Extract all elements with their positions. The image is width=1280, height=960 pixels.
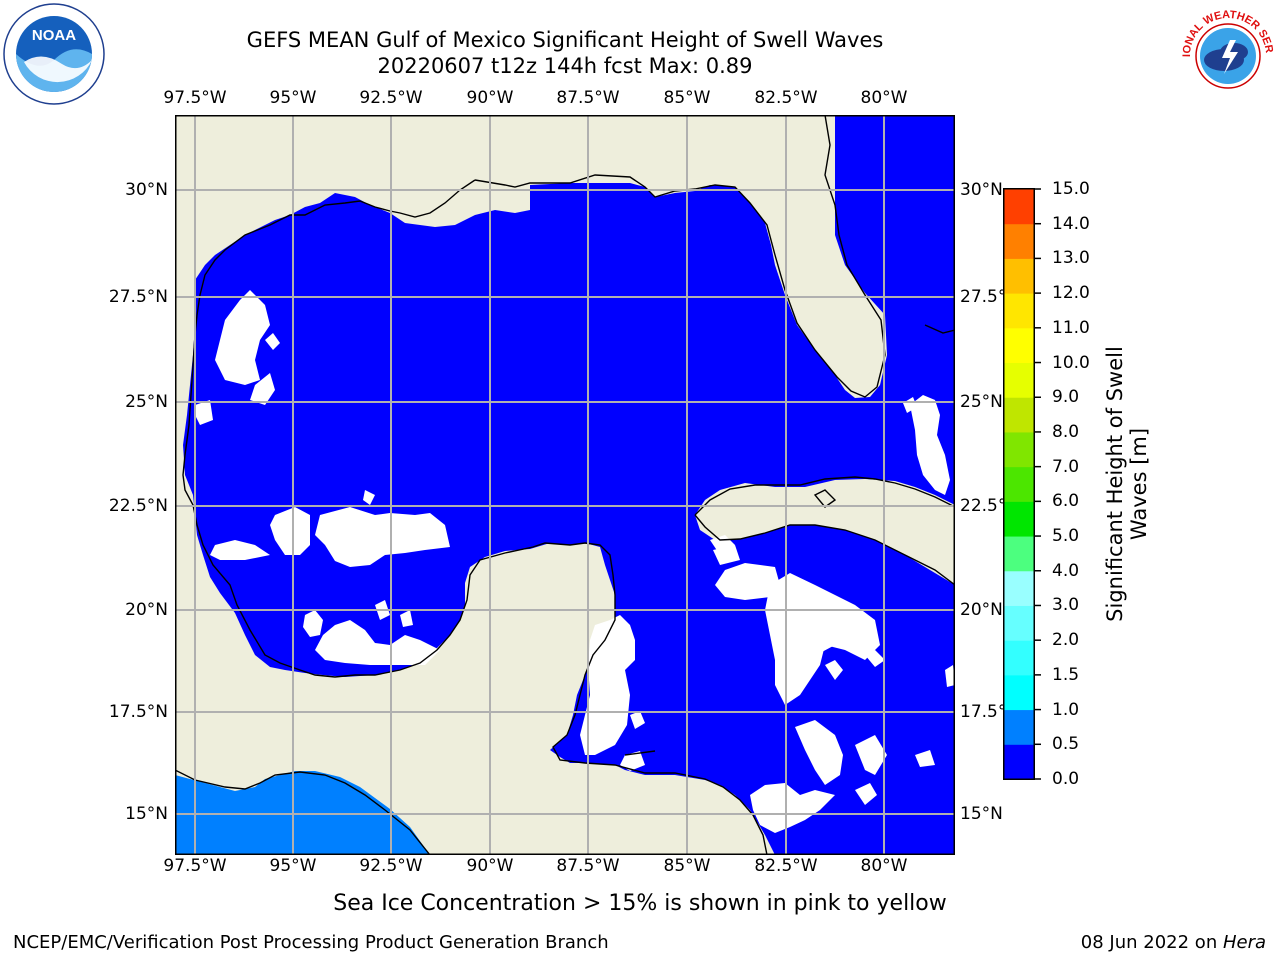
colorbar-segment xyxy=(1004,189,1034,225)
colorbar-tick-label: 4.0 xyxy=(1052,560,1080,581)
lon-tick-top: 82.5°W xyxy=(754,88,818,108)
colorbar-tick-label: 1.5 xyxy=(1052,664,1080,685)
colorbar-tick-label: 12.0 xyxy=(1052,283,1090,304)
lat-tick-left: 17.5°N xyxy=(108,702,168,722)
noaa-logo-icon: NOAA xyxy=(2,2,106,106)
colorbar xyxy=(1003,188,1041,780)
colorbar-tick-label: 2.0 xyxy=(1052,630,1080,651)
colorbar-label: Significant Height of Swell Waves [m] xyxy=(1103,346,1280,634)
lon-tick-top: 87.5°W xyxy=(556,88,620,108)
lat-tick-left: 22.5°N xyxy=(108,496,168,516)
colorbar-label-line1: Significant Height of Swell xyxy=(1103,346,1127,622)
colorbar-tick-label: 7.0 xyxy=(1052,456,1080,477)
map-title-line1: GEFS MEAN Gulf of Mexico Significant Hei… xyxy=(246,28,884,52)
sea-ice-caption: Sea Ice Concentration > 15% is shown in … xyxy=(333,891,947,916)
colorbar-segment xyxy=(1004,327,1034,364)
lat-tick-right: 25°N xyxy=(960,392,1003,412)
colorbar-tick-label: 9.0 xyxy=(1052,387,1080,408)
lon-tick-top: 90°W xyxy=(466,88,514,108)
lat-tick-left: 20°N xyxy=(125,600,168,620)
colorbar-segment xyxy=(1004,501,1034,537)
lon-ticks-bottom: 97.5°W 95°W 92.5°W 90°W 87.5°W 85°W 82.5… xyxy=(0,856,1280,880)
lat-tick-left: 30°N xyxy=(125,180,168,200)
colorbar-tick-label: 11.0 xyxy=(1052,317,1090,338)
lat-tick-right: 20°N xyxy=(960,600,1003,620)
colorbar-tick-label: 1.0 xyxy=(1052,699,1080,720)
map-title-line2: 20220607 t12z 144h fcst Max: 0.89 xyxy=(377,54,753,78)
colorbar-tick-label: 14.0 xyxy=(1052,213,1090,234)
coastline xyxy=(175,115,955,855)
lon-tick-bottom: 95°W xyxy=(269,856,317,876)
footer-date-text: 08 Jun 2022 on xyxy=(1080,932,1223,953)
lon-tick-bottom: 80°W xyxy=(860,856,908,876)
graticule xyxy=(175,115,955,855)
colorbar-tick-labels: 15.0 14.0 13.0 12.0 11.0 10.0 9.0 8.0 7.0 6.0 5.0 4… xyxy=(1052,179,1132,799)
colorbar-segment xyxy=(1004,570,1034,606)
colorbar-tick-label: 8.0 xyxy=(1052,421,1080,442)
gulf-ocean-field xyxy=(183,115,955,855)
footer-host: Hera xyxy=(1222,932,1266,953)
lon-tick-top: 95°W xyxy=(269,88,317,108)
colorbar-segment xyxy=(1004,466,1034,502)
colorbar-segment xyxy=(1004,397,1034,433)
lat-tick-left: 15°N xyxy=(125,804,168,824)
colorbar-segment xyxy=(1004,605,1034,641)
colorbar-segment xyxy=(1004,362,1034,398)
lat-tick-right: 30°N xyxy=(960,180,1003,200)
footer-date: 08 Jun 2022 on Hera xyxy=(1081,932,1266,953)
noaa-logo-text: NOAA xyxy=(32,27,76,44)
colorbar-tick-label: 15.0 xyxy=(1052,179,1090,199)
national-weather-service-logo-icon: NATIONAL WEATHER SERVICE xyxy=(1172,0,1280,108)
lon-ticks-top: 97.5°W 95°W 92.5°W 90°W 87.5°W 85°W 82.5… xyxy=(0,88,1280,112)
lon-tick-bottom: 87.5°W xyxy=(556,856,620,876)
colorbar-tick-label: 5.0 xyxy=(1052,526,1080,547)
no-data-patches xyxy=(195,290,955,833)
colorbar-segment xyxy=(1004,536,1034,572)
lat-tick-left: 25°N xyxy=(125,392,168,412)
colorbar-segment xyxy=(1004,640,1034,676)
colorbar-tick-label: 3.0 xyxy=(1052,595,1080,616)
colorbar-label-line2: Waves [m] xyxy=(1127,427,1151,541)
colorbar-tick-label: 0.5 xyxy=(1052,734,1080,755)
map-frame xyxy=(175,115,955,855)
colorbar-frame xyxy=(1003,188,1035,780)
gulf-of-mexico-map xyxy=(175,115,955,855)
lon-tick-bottom: 92.5°W xyxy=(359,856,423,876)
colorbar-segment xyxy=(1004,431,1034,468)
lon-tick-top: 85°W xyxy=(663,88,711,108)
lat-tick-right: 15°N xyxy=(960,804,1003,824)
colorbar-segment xyxy=(1004,258,1034,294)
lon-tick-top: 80°W xyxy=(860,88,908,108)
colorbar-tick-label: 6.0 xyxy=(1052,491,1080,512)
footer-branch: NCEP/EMC/Verification Post Processing Pr… xyxy=(13,932,609,953)
colorbar-tick-label: 13.0 xyxy=(1052,248,1090,269)
colorbar-segment xyxy=(1004,223,1034,259)
colorbar-segment xyxy=(1004,293,1034,329)
lon-tick-bottom: 82.5°W xyxy=(754,856,818,876)
lon-tick-top: 97.5°W xyxy=(163,88,227,108)
lon-tick-top: 92.5°W xyxy=(359,88,423,108)
colorbar-tick-label: 10.0 xyxy=(1052,352,1090,373)
colorbar-segment xyxy=(1004,744,1034,780)
colorbar-tick-label: 0.0 xyxy=(1052,769,1080,789)
lon-tick-bottom: 85°W xyxy=(663,856,711,876)
lon-tick-bottom: 97.5°W xyxy=(163,856,227,876)
lat-tick-left: 27.5°N xyxy=(108,287,168,307)
colorbar-segment xyxy=(1004,674,1034,711)
lon-tick-bottom: 90°W xyxy=(466,856,514,876)
colorbar-segment xyxy=(1004,709,1034,745)
